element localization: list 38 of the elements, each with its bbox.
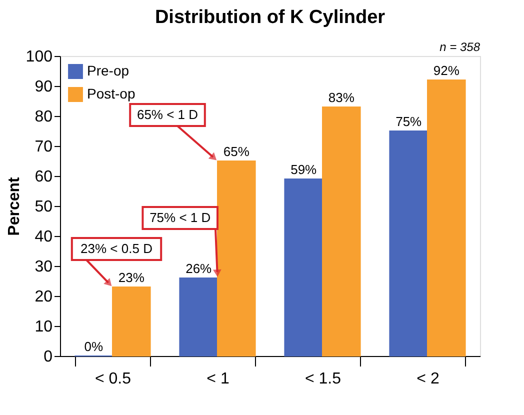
y-tick-label: 90 — [34, 78, 53, 96]
bar — [179, 278, 218, 356]
data-label: 23% — [118, 270, 145, 285]
x-tick-label: < 2 — [416, 370, 440, 388]
legend-label: Post-op — [87, 86, 136, 102]
x-tick-label: < 1.5 — [304, 370, 342, 388]
y-tick-label: 80 — [34, 108, 53, 126]
data-label: 92% — [433, 63, 460, 78]
bar — [389, 130, 428, 356]
data-label: 83% — [328, 90, 355, 105]
data-label: 65% — [223, 144, 250, 159]
bar — [284, 178, 323, 356]
bar — [322, 106, 361, 356]
annotation: 65% < 1 D — [136, 107, 198, 122]
x-tick-label: < 1 — [206, 370, 230, 388]
data-label: 26% — [186, 261, 212, 276]
chart-title: Distribution of K Cylinder — [154, 7, 386, 28]
y-tick-label: 30 — [34, 258, 53, 276]
y-tick-label: 60 — [34, 168, 53, 186]
bar — [427, 80, 466, 356]
annotation: 75% < 1 D — [150, 210, 211, 225]
y-tick-label: 10 — [34, 318, 53, 336]
y-tick-label: 0 — [44, 348, 53, 366]
y-axis-title: Percent — [6, 176, 23, 236]
y-tick-label: 20 — [34, 288, 53, 306]
y-tick-label: 50 — [34, 198, 53, 216]
data-label: 59% — [290, 162, 318, 177]
y-tick-label: 70 — [34, 138, 53, 156]
bar — [112, 286, 151, 356]
text: n = 358 — [440, 40, 480, 54]
legend-label: Pre-op — [87, 62, 130, 78]
y-tick-label: 40 — [34, 228, 53, 246]
y-tick-label: 100 — [26, 48, 53, 66]
data-label: 75% — [396, 114, 422, 129]
annotation: 23% < 0.5 D — [80, 241, 152, 256]
x-tick-label: < 0.5 — [94, 370, 132, 388]
bar — [217, 160, 256, 356]
data-label: 0% — [84, 339, 104, 354]
